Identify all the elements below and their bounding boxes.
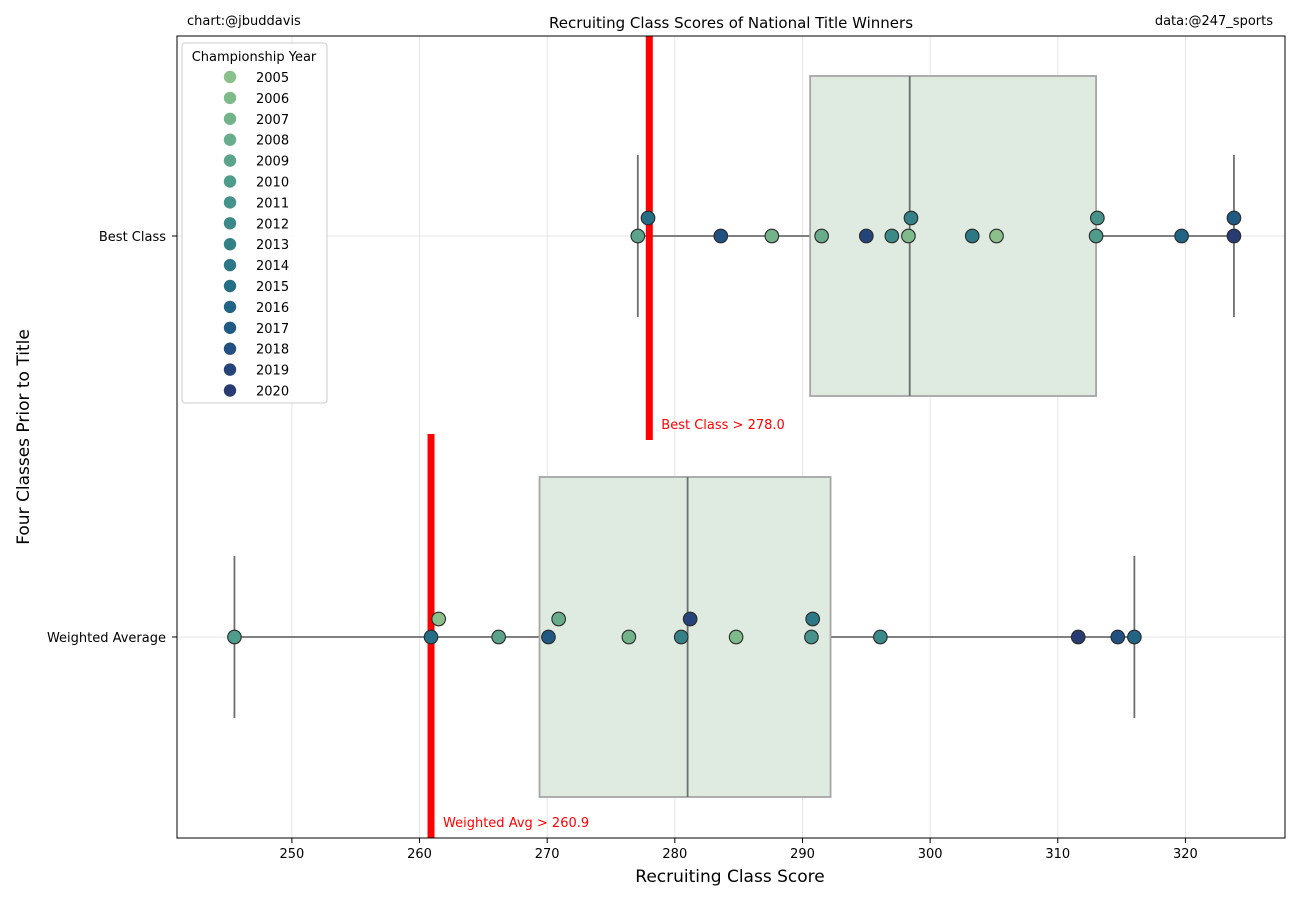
x-tick-label: 300 [918,847,943,862]
chart-title: Recruiting Class Scores of National Titl… [549,14,913,32]
legend-label-2011: 2011 [256,196,289,211]
data-point-2006 [728,629,744,645]
credit-right: data:@247_sports [1155,14,1273,29]
legend-marker-2015 [223,279,237,293]
data-point-2019 [682,611,698,627]
legend-marker-2014 [223,258,237,272]
legend-label-2020: 2020 [256,385,289,400]
data-point-2008 [551,611,567,627]
legend-label-2012: 2012 [256,217,289,232]
data-point-2014 [805,611,821,627]
legend-marker-2008 [223,133,237,146]
legend-marker-2006 [223,91,237,105]
data-point-2012 [884,228,900,244]
data-point-2019 [858,228,874,244]
legend-label-2006: 2006 [256,92,289,107]
data-point-2017 [541,629,556,645]
legend-marker-2017 [223,321,237,334]
data-point-2010 [1088,228,1104,244]
y-axis-label: Four Classes Prior to Title [14,329,34,545]
data-point-2016 [1127,629,1142,645]
points-layer [227,210,1242,645]
x-tick-label: 270 [535,847,560,862]
legend-title: Championship Year [192,50,317,65]
data-point-2018 [1110,629,1126,645]
data-point-2015 [423,629,439,645]
data-point-2013 [903,210,919,226]
data-point-2011 [804,629,819,645]
legend-frame [181,42,328,404]
legend-marker-2010 [223,175,237,188]
y-tick-label: Best Class [99,230,166,245]
data-point-2007 [764,228,780,244]
legend-marker-2020 [223,384,237,397]
legend-label-2019: 2019 [256,364,289,379]
x-tick-label: 310 [1045,847,1070,862]
data-point-2020 [1226,228,1242,244]
x-tick-label: 250 [279,847,304,862]
data-point-2015 [640,210,656,226]
data-point-2007 [621,629,637,645]
box-iqr [809,75,1097,397]
legend-marker-2018 [223,342,237,355]
legend-label-2010: 2010 [256,176,289,191]
threshold-label: Best Class > 278.0 [661,418,785,433]
legend-marker-2016 [223,300,237,314]
legend-marker-2019 [223,363,237,376]
x-tick-label: 290 [790,847,815,862]
data-point-2018 [713,228,729,244]
legend-marker-2005 [223,70,237,84]
legend-label-2016: 2016 [256,301,289,316]
legend-label-2014: 2014 [256,259,289,274]
data-point-2009 [630,228,646,244]
data-point-2014 [964,228,980,244]
legend-marker-2012 [223,217,237,230]
x-tick-label: 260 [407,847,432,862]
y-tick-label: Weighted Average [47,631,166,646]
credit-left: chart:@jbuddavis [187,14,301,29]
data-point-2006 [901,228,916,244]
legend-label-2009: 2009 [256,155,289,170]
data-point-2005 [431,611,447,627]
legend-label-2013: 2013 [256,238,289,253]
plot-frame [176,35,1286,839]
legend-label-2008: 2008 [256,134,289,149]
x-tick-label: 280 [662,847,687,862]
data-point-2005 [989,228,1004,244]
x-tick-label: 320 [1173,847,1198,862]
box-layer [233,75,1235,798]
legend-marker-2011 [223,196,237,209]
legend-marker-2009 [223,154,237,167]
ticks-layer: 250 260 270 280 290 300 310 320 Best Class Weight… [47,230,1198,862]
data-point-2013 [673,629,689,645]
data-point-2009 [491,629,507,645]
legend-label-2018: 2018 [256,343,289,358]
legend-marker-2007 [223,112,237,126]
data-point-2010 [227,629,242,645]
data-point-2008 [814,228,829,244]
legend-label-2015: 2015 [256,280,289,295]
legend-label-2005: 2005 [256,71,289,86]
threshold-label: Weighted Avg > 260.9 [443,816,589,831]
data-point-2017 [1226,210,1242,226]
x-axis-label: Recruiting Class Score [635,867,824,887]
legend-label-2017: 2017 [256,322,289,337]
data-point-2011 [1090,210,1105,226]
data-point-2020 [1070,629,1086,645]
legend-label-2007: 2007 [256,113,289,128]
legend: Championship Year 2005 2006 2007 2008 2009 201… [181,42,328,404]
data-point-2012 [873,629,888,645]
data-point-2016 [1174,228,1189,244]
legend-marker-2013 [223,238,237,251]
